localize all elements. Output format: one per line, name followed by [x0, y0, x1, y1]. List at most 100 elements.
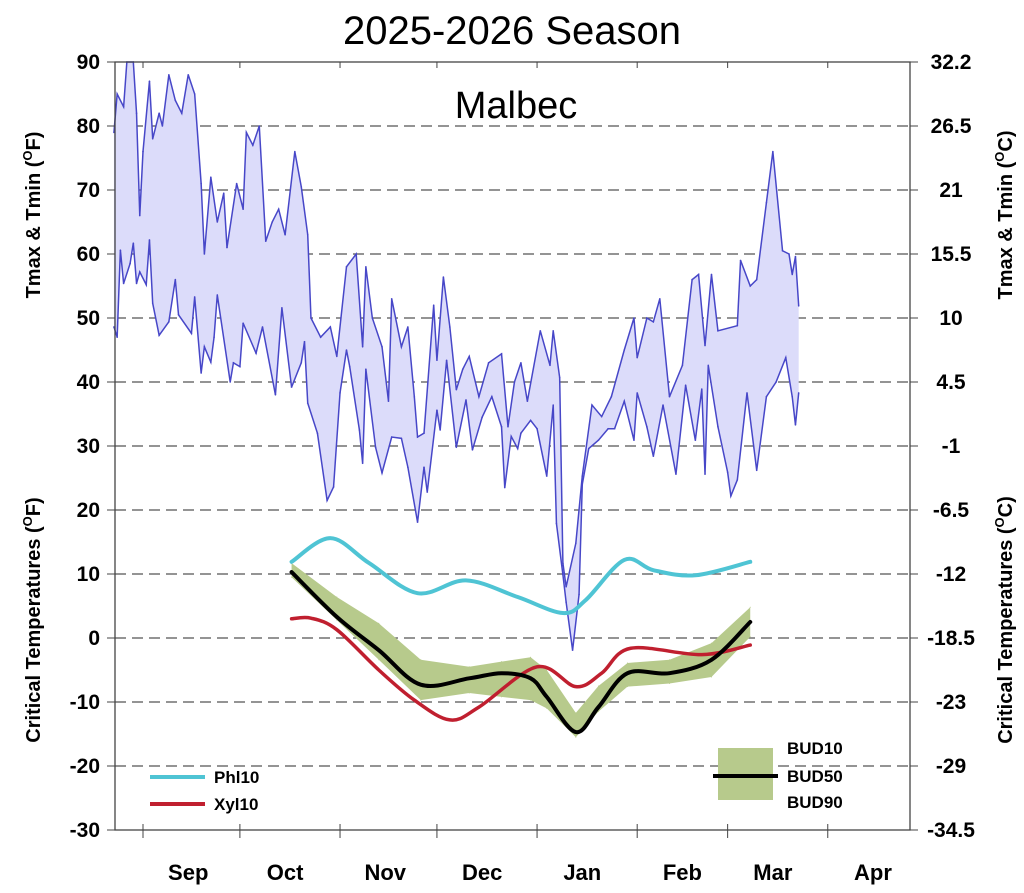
x-tick-label-mar: Mar — [753, 860, 793, 885]
bud90-point — [530, 699, 532, 701]
bud50-point — [336, 616, 338, 618]
y-tick-label: 50 — [77, 307, 100, 330]
tmax-point — [387, 400, 390, 403]
tmin-point — [138, 271, 141, 273]
bud10-point — [627, 662, 628, 664]
tmax-point — [600, 415, 603, 418]
tmax-point — [271, 221, 274, 223]
tmin-point — [481, 416, 483, 419]
tmax-point — [652, 321, 655, 323]
bud10-point — [336, 596, 338, 598]
bud10-point — [530, 656, 532, 658]
bud90-point — [420, 699, 422, 701]
xyl10-point — [378, 669, 380, 671]
phl10-point — [291, 561, 293, 563]
tmin-point — [316, 432, 319, 435]
tmin-point — [646, 426, 648, 428]
tmin-point — [704, 473, 706, 475]
tmin-point — [348, 365, 351, 368]
bud50-point — [668, 672, 670, 674]
tmin-point — [455, 446, 458, 449]
x-tick-label-dec: Dec — [462, 860, 502, 885]
y2-tick-label: 26.5 — [931, 115, 972, 138]
tmax-point — [513, 381, 516, 383]
y2-tick-label: -18.5 — [927, 627, 975, 650]
tmin-point — [607, 427, 609, 430]
tmax-point — [442, 276, 445, 278]
tmin-point — [281, 306, 283, 309]
y-tick-label: 10 — [77, 563, 100, 586]
y-tick-label: -10 — [70, 691, 100, 714]
tmin-point — [129, 262, 131, 265]
tmax-point — [646, 317, 648, 319]
tmax-point — [222, 192, 225, 194]
tmax-point — [794, 255, 797, 258]
label-unit: C) — [995, 496, 1017, 517]
bud90-point — [546, 707, 548, 709]
tmin-point — [736, 479, 739, 481]
xyl10-point — [449, 719, 451, 721]
tmax-point — [345, 266, 348, 268]
tmin-line — [113, 239, 800, 651]
tmin-point — [426, 491, 429, 493]
tmax-point — [306, 234, 309, 236]
y2-tick-label: -23 — [936, 691, 966, 714]
tmax-point — [636, 356, 638, 359]
tmax-point — [210, 176, 212, 178]
tmin-point — [516, 447, 519, 450]
y-tick-label: 0 — [88, 627, 100, 650]
x-tick-label-sep: Sep — [168, 860, 208, 885]
bud10-point — [668, 659, 670, 661]
tmax-point — [138, 214, 141, 217]
y-tick-label: -20 — [70, 755, 100, 778]
tmin-point — [190, 332, 193, 335]
phl10-point — [329, 537, 331, 539]
tmax-point — [258, 125, 261, 127]
xyl10-point — [749, 644, 751, 646]
xyl10-point — [536, 666, 538, 668]
bud50-point — [501, 672, 503, 674]
tmin-point — [545, 475, 548, 477]
tmax-point — [436, 359, 438, 362]
tmax-point — [180, 112, 183, 114]
tmax-point — [468, 355, 471, 358]
bud90-point — [749, 636, 751, 638]
phl10-point — [585, 599, 587, 601]
tmax-point — [765, 202, 768, 204]
tmin-point — [552, 404, 555, 406]
y2-tick-label: -12 — [936, 563, 966, 586]
bud50-point — [597, 706, 599, 708]
tmin-point — [439, 429, 441, 431]
tmin-point — [306, 402, 309, 404]
tmax-point — [623, 349, 626, 351]
tmin-point — [684, 384, 687, 387]
legend-label-bud50: BUD50 — [787, 767, 843, 786]
tmax-point — [717, 330, 719, 332]
tmax-point — [710, 273, 713, 276]
phl10-point — [749, 561, 751, 563]
tmax-point — [581, 475, 584, 477]
x-tick-label-feb: Feb — [663, 860, 702, 885]
tmax-point — [591, 404, 593, 406]
label-text: Critical Temperatures ( — [23, 526, 45, 743]
tmin-point — [636, 392, 638, 394]
tmax-point — [507, 426, 509, 428]
xyl10-point — [291, 618, 293, 620]
tmax-point — [659, 298, 661, 300]
bud50-point — [530, 677, 532, 679]
xyl10-point — [630, 647, 632, 649]
tmin-point — [755, 469, 758, 472]
tmin-point — [229, 381, 232, 383]
bud50-point — [575, 731, 577, 733]
tmin-point — [797, 392, 800, 394]
tmax-point — [310, 317, 312, 319]
y2-tick-label: -29 — [936, 755, 966, 778]
bud90-point — [336, 619, 338, 621]
y-axis-label-left-bottom: Critical Temperatures (OF) — [20, 497, 45, 742]
tmin-point — [613, 427, 616, 430]
tmax-point — [122, 106, 125, 108]
tmin-point — [726, 471, 729, 474]
y-tick-label: 60 — [77, 243, 100, 266]
tmax-point — [226, 246, 228, 249]
tmax-point — [697, 273, 700, 276]
